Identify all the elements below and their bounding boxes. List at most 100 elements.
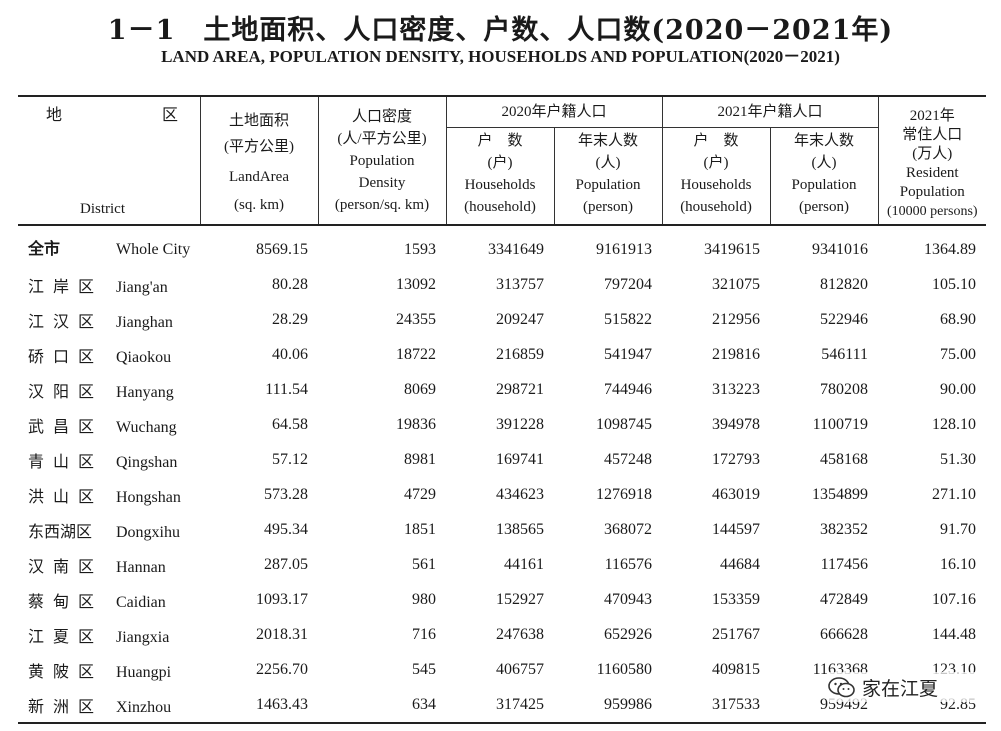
table-row: 江夏区 Jiangxia 2018.31 716 247638 652926 251767 6… xyxy=(18,617,986,652)
cell-pop2020: 9161913 xyxy=(596,240,653,258)
district-name-cell: 全市 Whole City xyxy=(18,225,200,267)
cell-resident: 128.10 xyxy=(932,415,977,433)
density-en2: Density xyxy=(358,174,406,191)
cell-pop2020: 744946 xyxy=(604,380,653,398)
cell-area: 28.29 xyxy=(272,310,308,328)
cell-density: 980 xyxy=(412,590,436,608)
district-name-cell: 黄陂区 Huangpi xyxy=(18,652,200,687)
district-header-zh-right: 区 xyxy=(162,107,179,124)
district-name-cell: 江汉区 Jianghan xyxy=(18,302,200,337)
district-en: Jiang'an xyxy=(116,278,168,296)
cell-resident: 51.30 xyxy=(940,450,977,468)
cell-pop2021: 812820 xyxy=(820,275,869,293)
district-name-cell: 硚口区 Qiaokou xyxy=(18,337,200,372)
cell-pop2021: 117456 xyxy=(820,555,869,573)
table-row: 武昌区 Wuchang 64.58 19836 391228 1098745 394978 1… xyxy=(18,407,986,442)
district-name-cell: 武昌区 Wuchang xyxy=(18,407,200,442)
cell-hh2020: 169741 xyxy=(496,450,544,468)
wechat-icon xyxy=(828,677,855,698)
district-en: Hannan xyxy=(116,558,166,576)
district-zh: 黄陂区 xyxy=(28,661,104,681)
district-en: Dongxihu xyxy=(116,523,180,541)
density-header: 人口密度 (人/平方公里) Population Density (person… xyxy=(317,95,447,226)
district-zh: 汉南区 xyxy=(28,556,104,576)
district-zh: 硚口区 xyxy=(28,346,104,366)
page-subtitle: LAND AREA, POPULATION DENSITY, HOUSEHOLD… xyxy=(161,47,840,66)
district-en: Whole City xyxy=(116,240,191,258)
cell-pop2020: 1160580 xyxy=(596,660,653,678)
resident-zh1: 2021年 xyxy=(909,107,955,124)
cell-resident: 107.16 xyxy=(932,590,977,608)
cell-area: 2256.70 xyxy=(256,660,308,678)
district-zh: 东西湖区 xyxy=(28,521,93,541)
district-zh: 洪山区 xyxy=(28,486,104,506)
district-zh: 汉阳区 xyxy=(28,381,104,401)
cell-density: 561 xyxy=(412,555,436,573)
land-area-header: 土地面积 (平方公里) LandArea (sq. km) xyxy=(199,95,319,226)
district-name-cell: 洪山区 Hongshan xyxy=(18,477,200,512)
cell-pop2020: 797204 xyxy=(604,275,653,293)
cell-pop2021: 546111 xyxy=(821,345,869,363)
cell-hh2020: 434623 xyxy=(496,485,544,503)
district-zh: 青山区 xyxy=(28,451,104,471)
cell-pop2021: 522946 xyxy=(820,310,869,328)
cell-area: 573.28 xyxy=(264,485,308,503)
cell-hh2021: 251767 xyxy=(712,625,761,643)
watermark: 家在江夏 xyxy=(828,672,978,702)
district-en: Qingshan xyxy=(116,453,178,471)
table-row: 全市 Whole City 8569.15 1593 3341649 9161913 341… xyxy=(18,225,986,267)
cell-resident: 68.90 xyxy=(940,310,977,328)
cell-density: 716 xyxy=(412,625,436,643)
district-name-cell: 汉南区 Hannan xyxy=(18,547,200,582)
population-2021-unit-zh: (人) xyxy=(811,155,837,171)
cell-hh2021: 144597 xyxy=(712,520,761,538)
district-en: Xinzhou xyxy=(116,698,172,716)
population-2021-en: Population xyxy=(791,177,857,193)
cell-hh2020: 406757 xyxy=(496,660,544,678)
cell-area: 287.05 xyxy=(264,555,308,573)
district-en: Hongshan xyxy=(116,488,181,506)
cell-density: 8069 xyxy=(404,380,436,398)
table-row: 汉南区 Hannan 287.05 561 44161 116576 44684 117456… xyxy=(18,547,986,582)
district-header-zh-left: 地 xyxy=(46,107,63,124)
cell-hh2021: 317533 xyxy=(712,695,761,713)
density-zh: 人口密度 xyxy=(351,108,412,125)
cell-hh2020: 44161 xyxy=(504,555,544,573)
cell-hh2020: 138565 xyxy=(496,520,544,538)
district-zh: 全市 xyxy=(28,238,61,258)
district-name-cell: 江夏区 Jiangxia xyxy=(18,617,200,652)
cell-hh2020: 391228 xyxy=(496,415,544,433)
district-en: Huangpi xyxy=(116,663,172,681)
table-row: 江汉区 Jianghan 28.29 24355 209247 515822 212956 5… xyxy=(18,302,986,337)
land-area-unit-zh: (平方公里) xyxy=(224,138,294,155)
district-name-cell: 江岸区 Jiang'an xyxy=(18,267,200,302)
resident-unit-en: (10000 persons) xyxy=(886,203,978,219)
cell-hh2021: 463019 xyxy=(712,485,761,503)
cell-pop2020: 470943 xyxy=(604,590,653,608)
cell-hh2020: 247638 xyxy=(496,625,544,643)
district-en: Jiangxia xyxy=(116,628,170,646)
households-2021-en: Households xyxy=(680,177,752,193)
cell-pop2020: 1276918 xyxy=(596,485,653,503)
cell-resident: 144.48 xyxy=(932,625,977,643)
cell-density: 18722 xyxy=(396,345,436,363)
table-row: 硚口区 Qiaokou 40.06 18722 216859 541947 219816 54… xyxy=(18,337,986,372)
cell-pop2020: 959986 xyxy=(604,695,653,713)
cell-area: 111.54 xyxy=(265,380,308,398)
district-header-en: District xyxy=(80,201,125,217)
cell-resident: 271.10 xyxy=(932,485,977,503)
table-row: 洪山区 Hongshan 573.28 4729 434623 1276918 463019… xyxy=(18,477,986,512)
district-name-cell: 新洲区 Xinzhou xyxy=(18,687,200,723)
cell-resident: 105.10 xyxy=(932,275,977,293)
cell-area: 495.34 xyxy=(264,520,308,538)
cell-pop2021: 1100719 xyxy=(812,415,869,433)
watermark-text: 家在江夏 xyxy=(862,677,939,700)
cell-hh2021: 321075 xyxy=(712,275,761,293)
density-en1: Population xyxy=(349,152,415,169)
table-body: 全市 Whole City 8569.15 1593 3341649 9161913 341… xyxy=(18,225,986,723)
cell-resident: 16.10 xyxy=(940,555,977,573)
cell-area: 8569.15 xyxy=(256,240,308,258)
cell-area: 2018.31 xyxy=(256,625,308,643)
cell-hh2020: 313757 xyxy=(496,275,544,293)
density-unit-en: (person/sq. km) xyxy=(334,196,430,213)
